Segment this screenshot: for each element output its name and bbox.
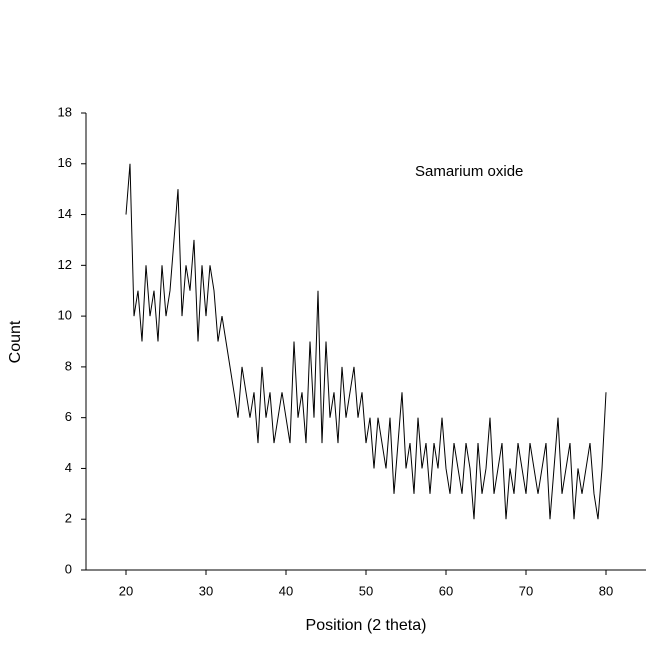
x-tick-label: 80 — [599, 583, 613, 598]
x-tick-label: 40 — [279, 583, 293, 598]
annotation: Samarium oxide — [415, 163, 523, 180]
y-tick-label: 6 — [65, 409, 72, 424]
data-line — [125, 163, 607, 520]
x-tick-label: 30 — [199, 583, 213, 598]
y-tick-label: 10 — [58, 308, 72, 323]
x-tick-label: 60 — [439, 583, 453, 598]
y-tick-label: 12 — [58, 257, 72, 272]
y-tick-label: 4 — [65, 460, 72, 475]
x-tick-label: 50 — [359, 583, 373, 598]
y-tick-label: 16 — [58, 155, 72, 170]
y-tick-label: 18 — [58, 104, 72, 119]
x-axis-label: Position (2 theta) — [306, 617, 427, 634]
x-tick-label: 20 — [119, 583, 133, 598]
y-tick-label: 14 — [58, 206, 72, 221]
x-tick-label: 70 — [519, 583, 533, 598]
y-tick-label: 2 — [65, 511, 72, 526]
y-tick-label: 8 — [65, 358, 72, 373]
y-tick-label: 0 — [65, 561, 72, 576]
y-axis-label: Count — [7, 320, 24, 363]
